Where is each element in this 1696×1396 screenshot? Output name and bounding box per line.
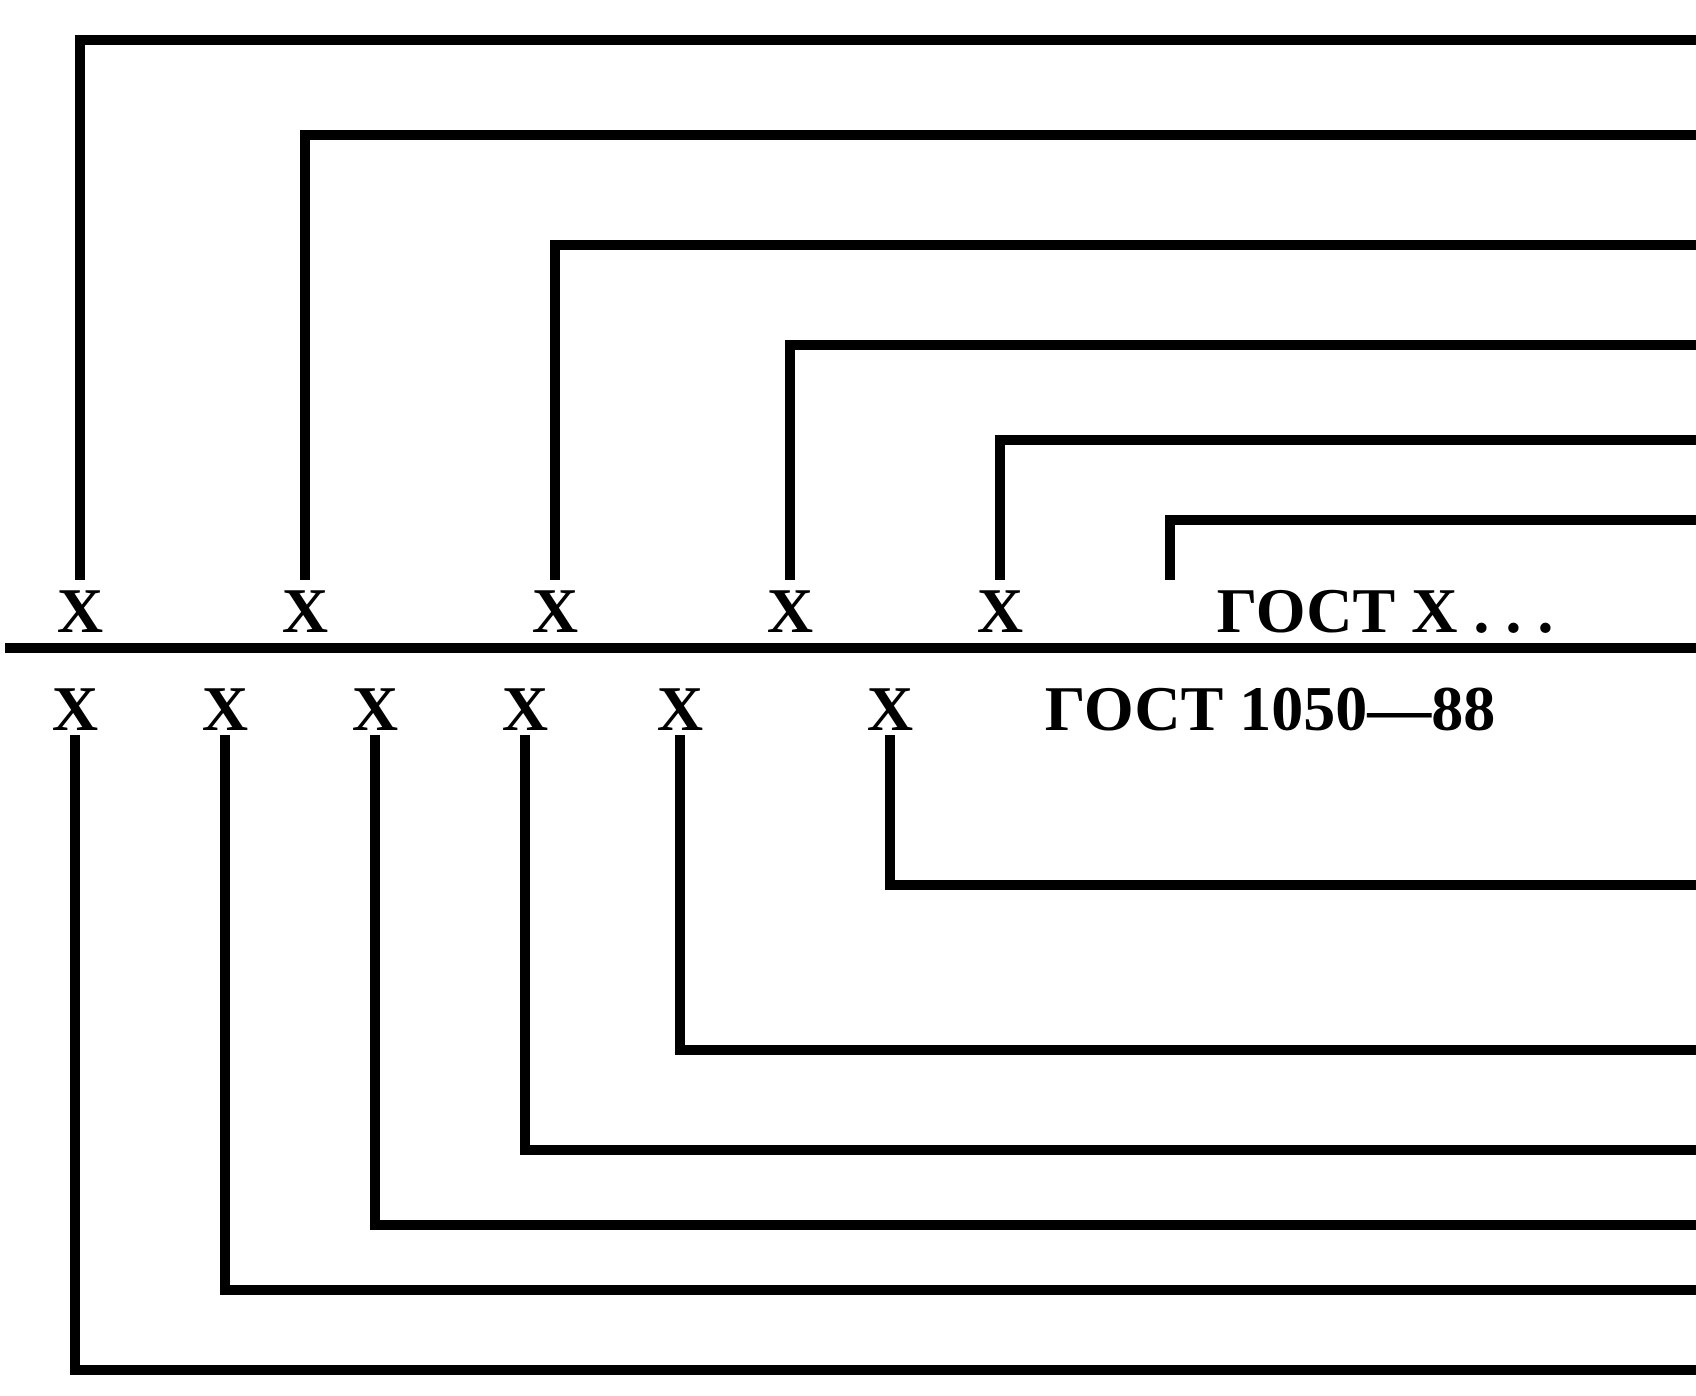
top-label-4: X (977, 575, 1023, 646)
bottom-label-0: X (52, 673, 98, 744)
bottom-label-6: ГОСТ 1050—88 (1045, 673, 1496, 744)
top-label-0: X (57, 575, 103, 646)
top-label-5: ГОСТ X . . . (1217, 575, 1554, 646)
designation-scheme-diagram: XXXXXГОСТ X . . .XXXXXXГОСТ 1050—88 (0, 0, 1696, 1396)
bottom-label-1: X (202, 673, 248, 744)
bottom-label-4: X (657, 673, 703, 744)
top-label-2: X (532, 575, 578, 646)
top-label-3: X (767, 575, 813, 646)
bottom-label-5: X (867, 673, 913, 744)
top-label-1: X (282, 575, 328, 646)
bottom-label-3: X (502, 673, 548, 744)
bottom-label-2: X (352, 673, 398, 744)
